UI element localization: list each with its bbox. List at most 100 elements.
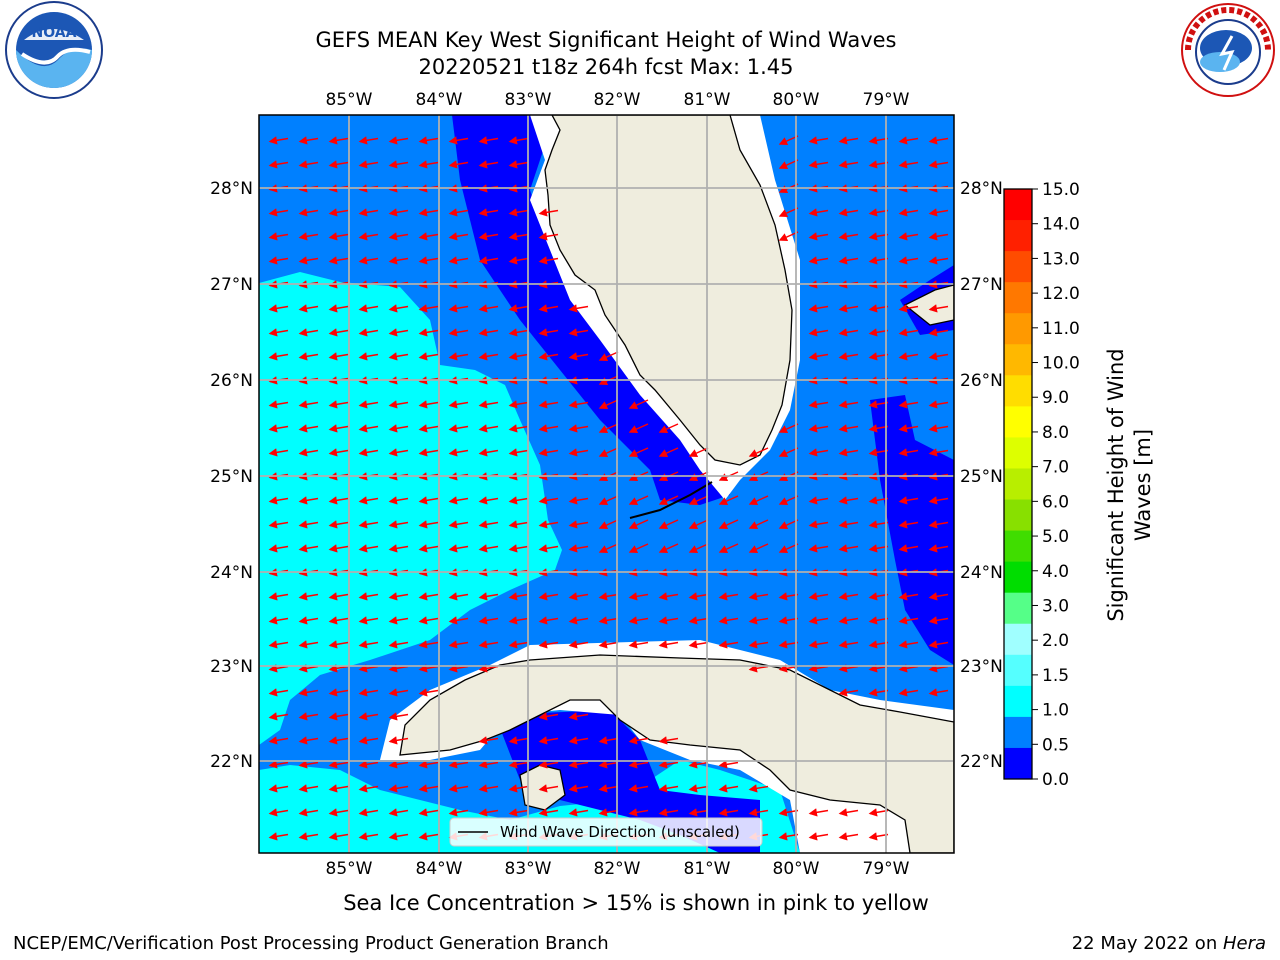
wind-arrow [508,304,529,313]
wind-arrow [868,808,889,817]
colorbar-segment [1004,251,1032,283]
wind-arrow [568,808,589,817]
wind-arrow [868,592,889,601]
wind-arrow [838,496,859,505]
colorbar-tick-label: 2.0 [1042,631,1069,651]
wind-arrow [388,712,409,721]
machine-name: Hera [1222,933,1266,954]
lat-label-left: 23°N [210,657,253,677]
wind-arrow [538,760,559,769]
wind-arrow [448,352,469,361]
lat-label-right: 28°N [960,179,1003,199]
wind-arrow [388,592,409,601]
wind-arrow [838,208,859,217]
wind-arrow [508,448,529,457]
wind-arrow [748,495,769,505]
wind-arrow [838,808,859,817]
wind-arrow [358,544,379,553]
wind-arrow [748,616,769,625]
wind-arrow [598,495,619,505]
colorbar-segment [1004,313,1032,345]
wind-arrow [808,304,829,313]
wind-arrow [418,496,439,505]
land-cuba [399,654,954,853]
wind-arrow [658,447,679,457]
wind-arrow [268,832,289,841]
wind-arrow [748,543,769,553]
wind-arrow [778,592,799,601]
wind-arrow [268,136,289,145]
wind-arrow [538,424,559,433]
wind-arrow [358,520,379,529]
wind-arrow [358,736,379,745]
wind-arrow [628,808,649,817]
wind-arrow [838,352,859,361]
wind-arrow [538,616,559,625]
wind-arrow [838,592,859,601]
wind-arrow [388,808,409,817]
wind-arrow [478,736,499,745]
wind-arrow [478,160,499,169]
wind-arrow [928,616,949,625]
wind-arrow [388,688,409,697]
wind-arrow [928,640,949,649]
colorbar-tick-label: 8.0 [1042,423,1069,443]
wind-arrow [598,423,619,433]
wind-arrow [838,136,859,145]
wind-arrow [358,592,379,601]
wind-arrow [418,424,439,433]
wind-arrow [628,423,649,433]
wind-arrow [448,784,469,793]
lon-label-bottom: 81°W [684,859,731,879]
wind-arrow [778,519,799,529]
wind-arrow [808,328,829,337]
wind-arrow [328,208,349,217]
land-florida [544,115,793,466]
wind-arrow [508,520,529,529]
colorbar-tick-label: 4.0 [1042,562,1069,582]
wind-arrow [388,544,409,553]
wind-arrow [358,352,379,361]
wind-arrow [718,616,739,625]
wind-arrow [778,447,799,457]
wind-arrow [298,136,319,145]
wind-arrow [538,520,559,529]
wind-arrow [538,736,559,745]
wind-arrow [628,592,649,601]
wind-arrow [478,664,499,673]
wind-arrow [298,256,319,265]
wind-arrow [838,544,859,553]
wind-arrow [808,832,829,841]
wind-arrow [388,304,409,313]
wind-arrow [328,592,349,601]
wind-arrow [478,424,499,433]
wind-arrow [808,160,829,169]
wind-arrow [928,592,949,601]
wind-arrow [358,256,379,265]
wind-arrow [538,352,559,361]
wind-arrow [568,616,589,625]
wind-arrow [868,688,889,697]
wind-arrow [568,760,589,769]
date-text: 22 May 2022 on [1071,933,1223,954]
wind-arrow [268,496,289,505]
wind-arrow [448,424,469,433]
wind-arrow [838,160,859,169]
wind-arrow [478,544,499,553]
wind-arrow [538,208,559,217]
wind-arrow [328,808,349,817]
lat-label-left: 26°N [210,371,253,391]
wind-arrow [328,616,349,625]
wind-arrow [898,400,919,409]
colorbar-segment [1004,220,1032,252]
blue-region-cuba-south [495,710,760,853]
wind-arrow [298,448,319,457]
wind-arrow [358,808,379,817]
wind-arrow [598,784,619,793]
wind-arrow [868,616,889,625]
wind-arrow [418,688,439,697]
credit-text: NCEP/EMC/Verification Post Processing Pr… [13,933,609,954]
wind-arrow [658,784,679,793]
wind-arrow [268,640,289,649]
wind-arrow [448,544,469,553]
